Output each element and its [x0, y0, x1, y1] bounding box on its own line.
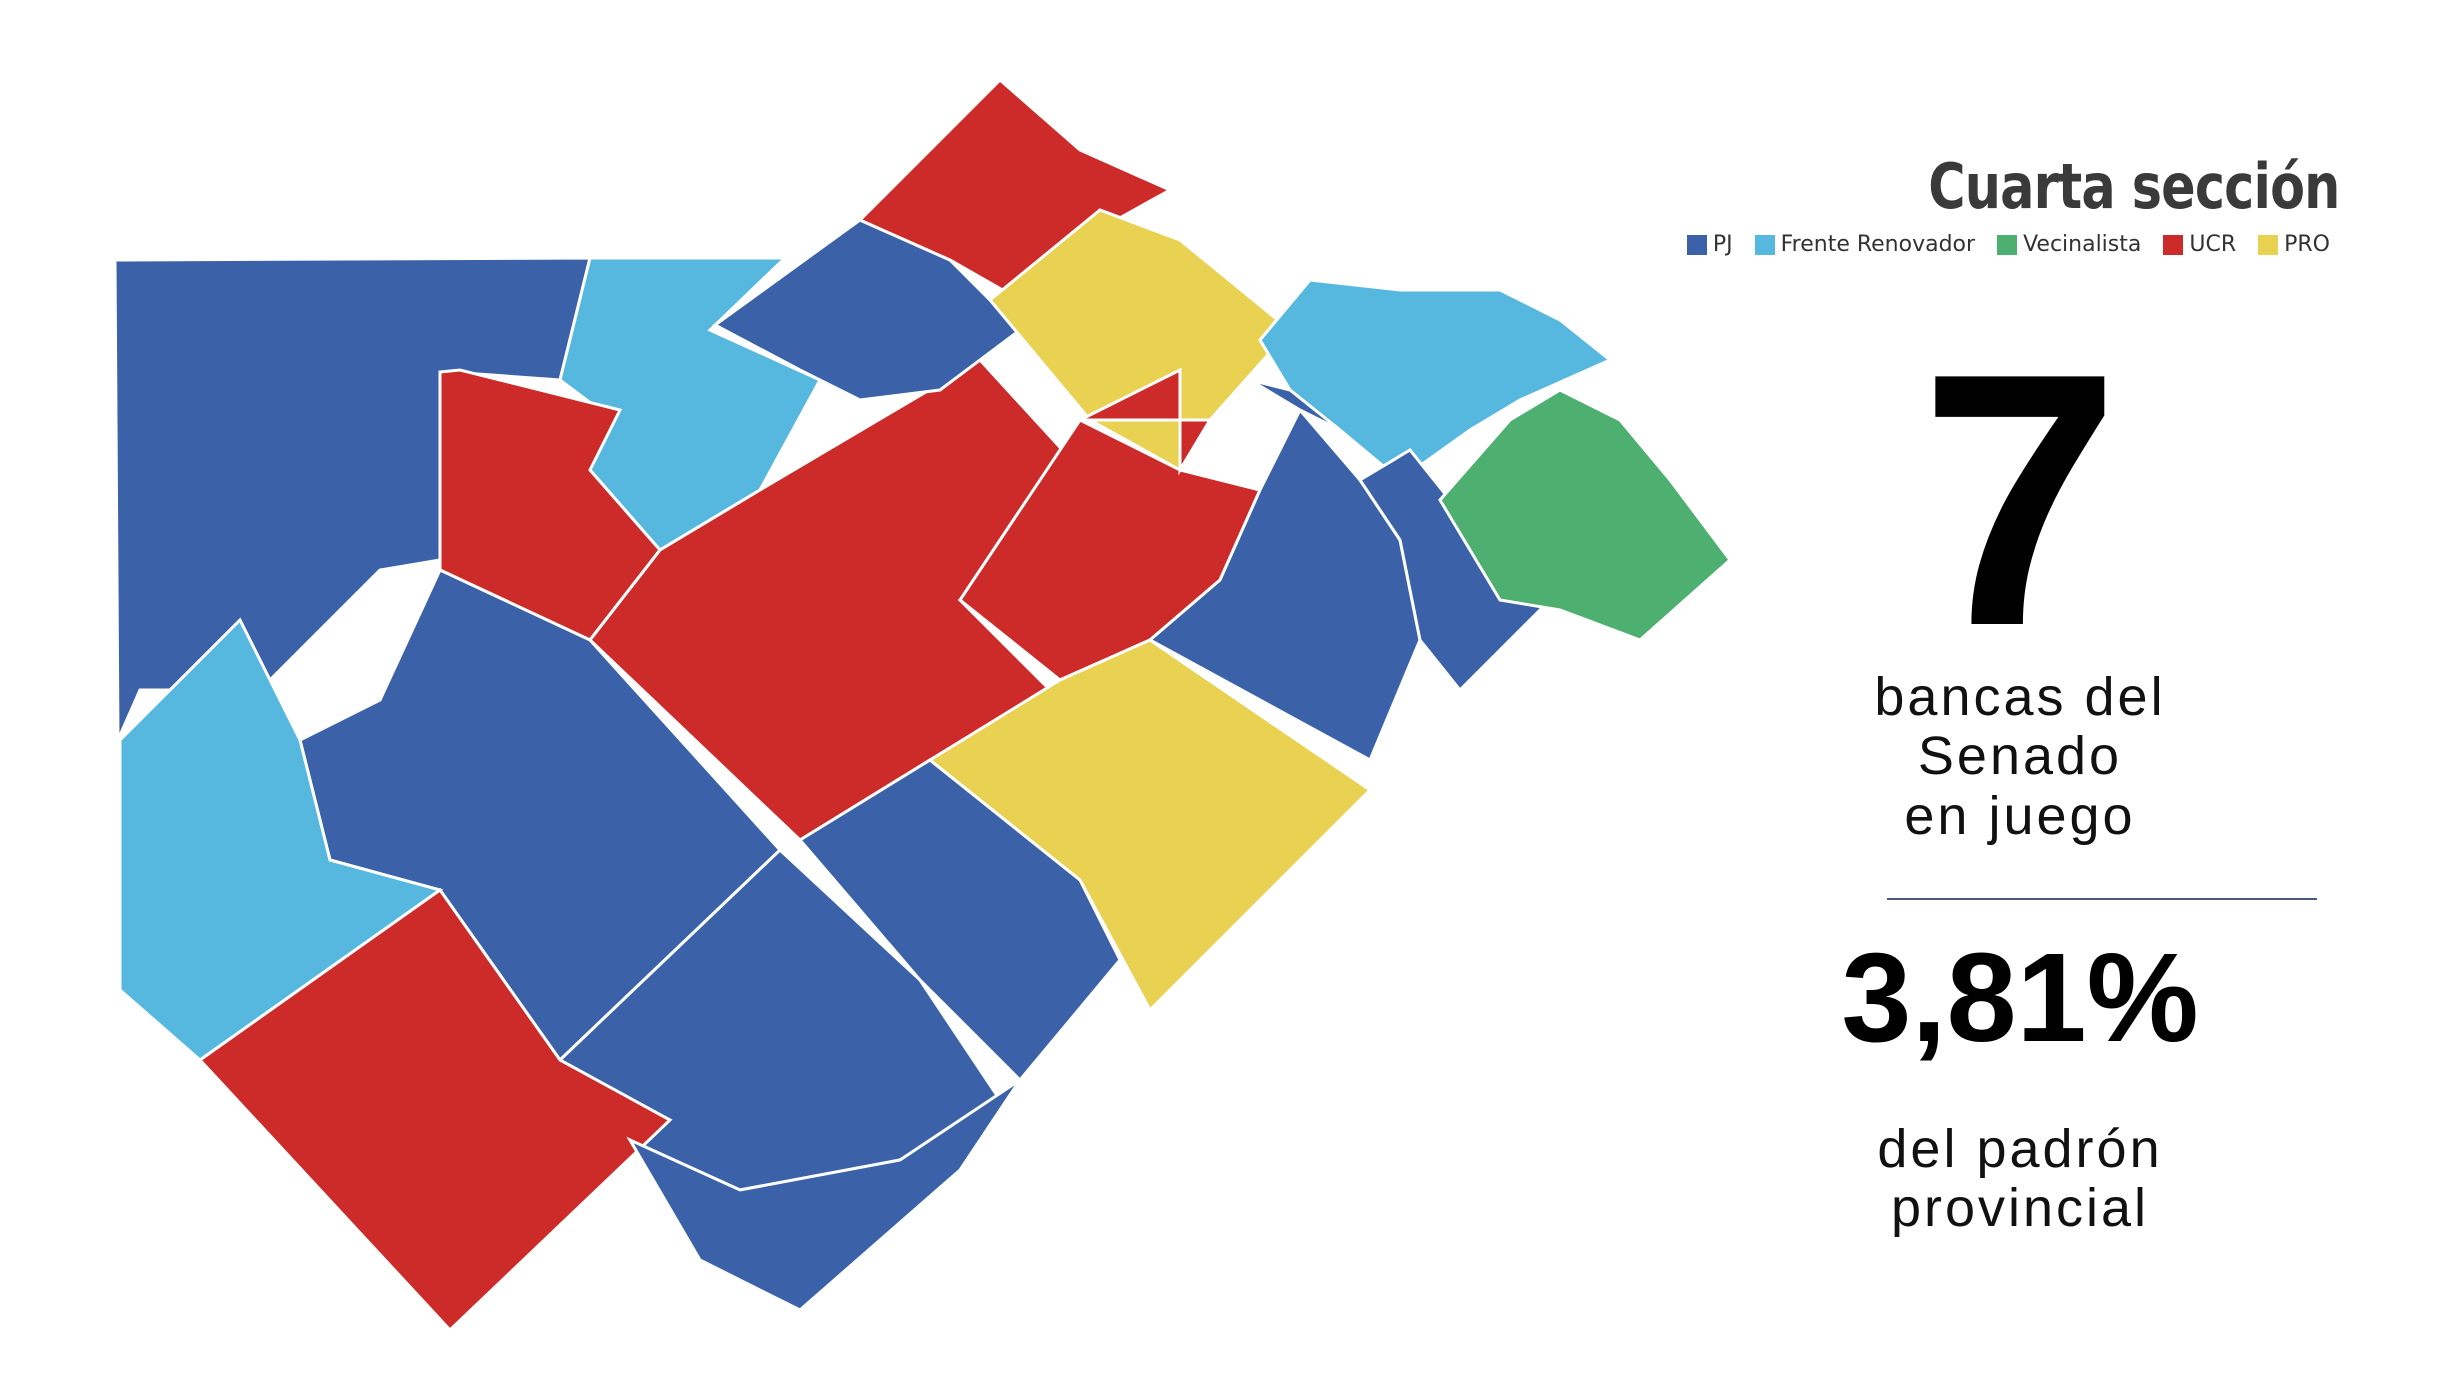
seats-caption-line-1: bancas del	[1874, 667, 2166, 727]
seats-number: 7	[1919, 299, 2121, 701]
district-south-ucr[interactable]	[197, 887, 673, 1333]
legend-swatch-pro	[2258, 234, 2279, 255]
seats-caption: bancas del Senado en juego	[1680, 667, 2360, 846]
seats-caption-line-3: en juego	[1904, 785, 2136, 846]
district-east-mid-pj[interactable]	[1357, 448, 1553, 693]
divider	[1887, 898, 2317, 900]
legend-item-ucr: UCR	[2163, 232, 2236, 257]
district-south-far-pj[interactable]	[626, 1078, 1022, 1312]
legend-label-frente-renovador: Frente Renovador	[1780, 232, 1976, 257]
legend-item-frente-renovador: Frente Renovador	[1754, 232, 1976, 257]
legend-swatch-vecinalista	[1997, 234, 2018, 255]
district-north-east-small-pj[interactable]	[1249, 378, 1341, 432]
legend-label-pj: PJ	[1712, 232, 1733, 257]
legend-swatch-pj	[1686, 234, 1707, 255]
legend-item-pro: PRO	[2258, 232, 2330, 257]
district-south-east-pro[interactable]	[927, 638, 1373, 1013]
share-percent: 3,81%	[1841, 927, 2199, 1068]
legend-swatch-ucr	[2163, 234, 2184, 255]
district-east-north-ucr[interactable]	[1079, 367, 1213, 476]
legend-label-ucr: UCR	[2189, 232, 2237, 257]
share-caption: del padrón provincial	[1680, 1119, 2360, 1239]
share-caption-line-2: provincial	[1890, 1178, 2150, 1239]
legend-label-pro: PRO	[2284, 232, 2330, 257]
district-north-ucr[interactable]	[857, 77, 1174, 302]
share-caption-line-1: del padrón	[1877, 1119, 2163, 1179]
info-panel: Cuarta sección PJ Frente Renovador Vecin…	[1680, 120, 2360, 1240]
district-east-vecinalista[interactable]	[1438, 388, 1733, 642]
page-title: Cuarta sección	[1928, 150, 2341, 223]
legend-item-vecinalista: Vecinalista	[1997, 232, 2141, 257]
legend-label-vecinalista: Vecinalista	[2023, 232, 2142, 257]
legend: PJ Frente Renovador Vecinalista UCR PRO	[1686, 232, 2330, 257]
district-west-south-fr[interactable]	[118, 617, 444, 1062]
seats-caption-line-2: Senado	[1917, 726, 2123, 787]
legend-swatch-frente-renovador	[1754, 234, 1775, 255]
legend-item-pj: PJ	[1686, 232, 1733, 257]
district-north-pro[interactable]	[987, 208, 1293, 473]
